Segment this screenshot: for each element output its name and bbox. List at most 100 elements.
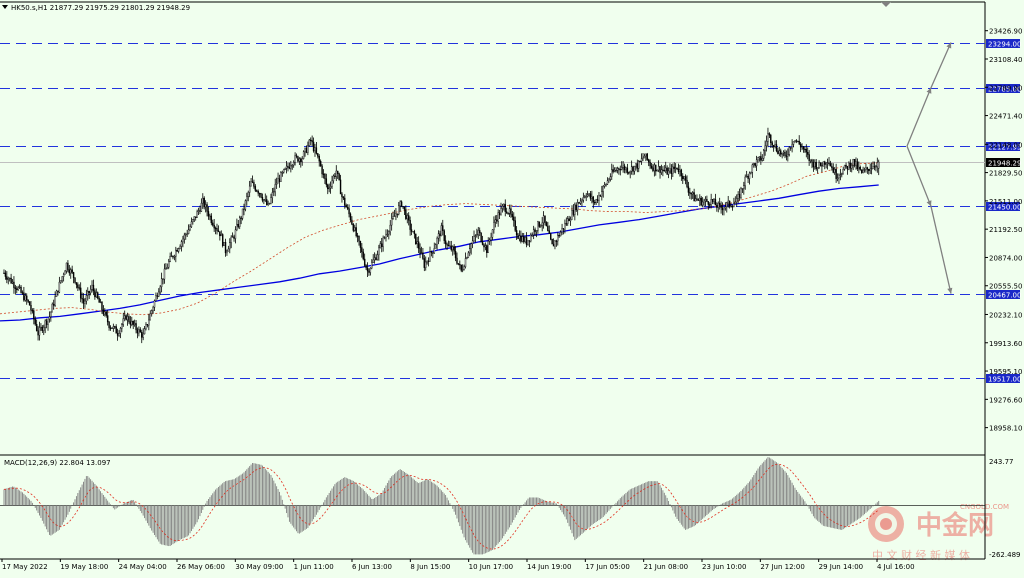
candle-body[interactable] [606,180,609,185]
candle-body[interactable] [78,287,80,289]
candle-body[interactable] [765,141,768,147]
candle-body[interactable] [615,170,617,172]
candle-body[interactable] [236,223,238,230]
candle-body[interactable] [567,218,569,224]
candle-body[interactable] [716,204,718,208]
candle-body[interactable] [213,224,215,229]
candle-body[interactable] [156,295,159,297]
candle-body[interactable] [271,192,274,198]
candle-body[interactable] [706,199,708,202]
candle-body[interactable] [555,240,558,242]
candle-body[interactable] [589,193,592,199]
candle-body[interactable] [6,276,8,280]
candle-body[interactable] [454,251,457,259]
candle-body[interactable] [169,256,171,262]
candle-body[interactable] [64,270,66,275]
candle-body[interactable] [657,166,660,171]
candle-body[interactable] [410,229,413,232]
candle-body[interactable] [319,161,322,167]
candle-body[interactable] [425,261,427,268]
candle-body[interactable] [578,202,580,204]
candle-body[interactable] [210,215,213,224]
candle-body[interactable] [23,292,25,301]
candle-body[interactable] [816,167,819,170]
candle-body[interactable] [251,181,254,183]
candle-body[interactable] [521,236,523,242]
candle-body[interactable] [643,155,646,159]
candle-body[interactable] [405,209,407,219]
candle-body[interactable] [581,199,583,202]
candle-body[interactable] [54,296,56,306]
candle-body[interactable] [792,141,795,145]
candle-body[interactable] [318,156,320,162]
candle-body[interactable] [274,184,276,192]
candle-body[interactable] [258,193,261,195]
candle-body[interactable] [300,158,302,162]
candle-body[interactable] [102,309,105,315]
candle-body[interactable] [77,284,79,288]
candle-body[interactable] [51,303,53,313]
candle-body[interactable] [770,134,772,143]
candle-body[interactable] [832,167,834,173]
candle-body[interactable] [609,176,612,180]
candle-body[interactable] [550,233,552,240]
candle-body[interactable] [453,246,455,252]
candle-body[interactable] [43,326,45,331]
candle-body[interactable] [821,165,823,167]
candle-body[interactable] [95,292,98,298]
candle-body[interactable] [579,200,582,204]
candle-body[interactable] [510,208,512,215]
candle-body[interactable] [511,214,514,218]
candle-body[interactable] [400,201,403,207]
candle-body[interactable] [150,310,153,314]
candle-body[interactable] [775,144,778,152]
candle-body[interactable] [605,183,607,186]
candle-body[interactable] [354,227,356,231]
candle-body[interactable] [68,269,71,274]
candle-body[interactable] [738,194,741,198]
candle-body[interactable] [34,318,36,325]
candle-body[interactable] [537,221,539,231]
candle-body[interactable] [321,165,323,175]
candle-body[interactable] [399,201,401,207]
candle-body[interactable] [359,240,362,248]
candle-body[interactable] [427,260,430,262]
candle-body[interactable] [398,205,400,215]
candle-body[interactable] [305,147,308,153]
candle-body[interactable] [535,230,538,232]
candle-body[interactable] [523,236,525,242]
candle-body[interactable] [559,231,562,237]
candle-body[interactable] [288,166,291,169]
candle-body[interactable] [709,204,711,206]
candle-body[interactable] [148,319,150,326]
candle-body[interactable] [84,300,86,304]
candle-body[interactable] [696,198,698,200]
candle-body[interactable] [317,153,319,157]
candle-body[interactable] [203,197,205,208]
candle-body[interactable] [503,204,505,207]
candle-body[interactable] [60,280,62,283]
candle-body[interactable] [337,170,339,174]
candle-body[interactable] [345,205,347,208]
candle-body[interactable] [665,167,667,171]
candle-body[interactable] [562,228,565,230]
candle-body[interactable] [432,252,434,254]
candle-body[interactable] [505,211,508,214]
candle-body[interactable] [47,318,49,325]
candle-body[interactable] [653,164,656,171]
candle-body[interactable] [302,151,305,159]
candle-body[interactable] [256,190,258,192]
candle-body[interactable] [331,180,333,187]
candle-body[interactable] [253,182,255,187]
candle-body[interactable] [226,251,228,254]
candle-body[interactable] [542,215,545,224]
candle-body[interactable] [659,166,661,173]
candle-body[interactable] [122,318,124,325]
candle-body[interactable] [684,176,687,181]
candle-body[interactable] [488,239,491,242]
candle-body[interactable] [233,236,235,239]
candle-body[interactable] [204,204,207,208]
candle-body[interactable] [415,233,417,245]
candle-body[interactable] [375,257,377,261]
candle-body[interactable] [328,187,330,190]
